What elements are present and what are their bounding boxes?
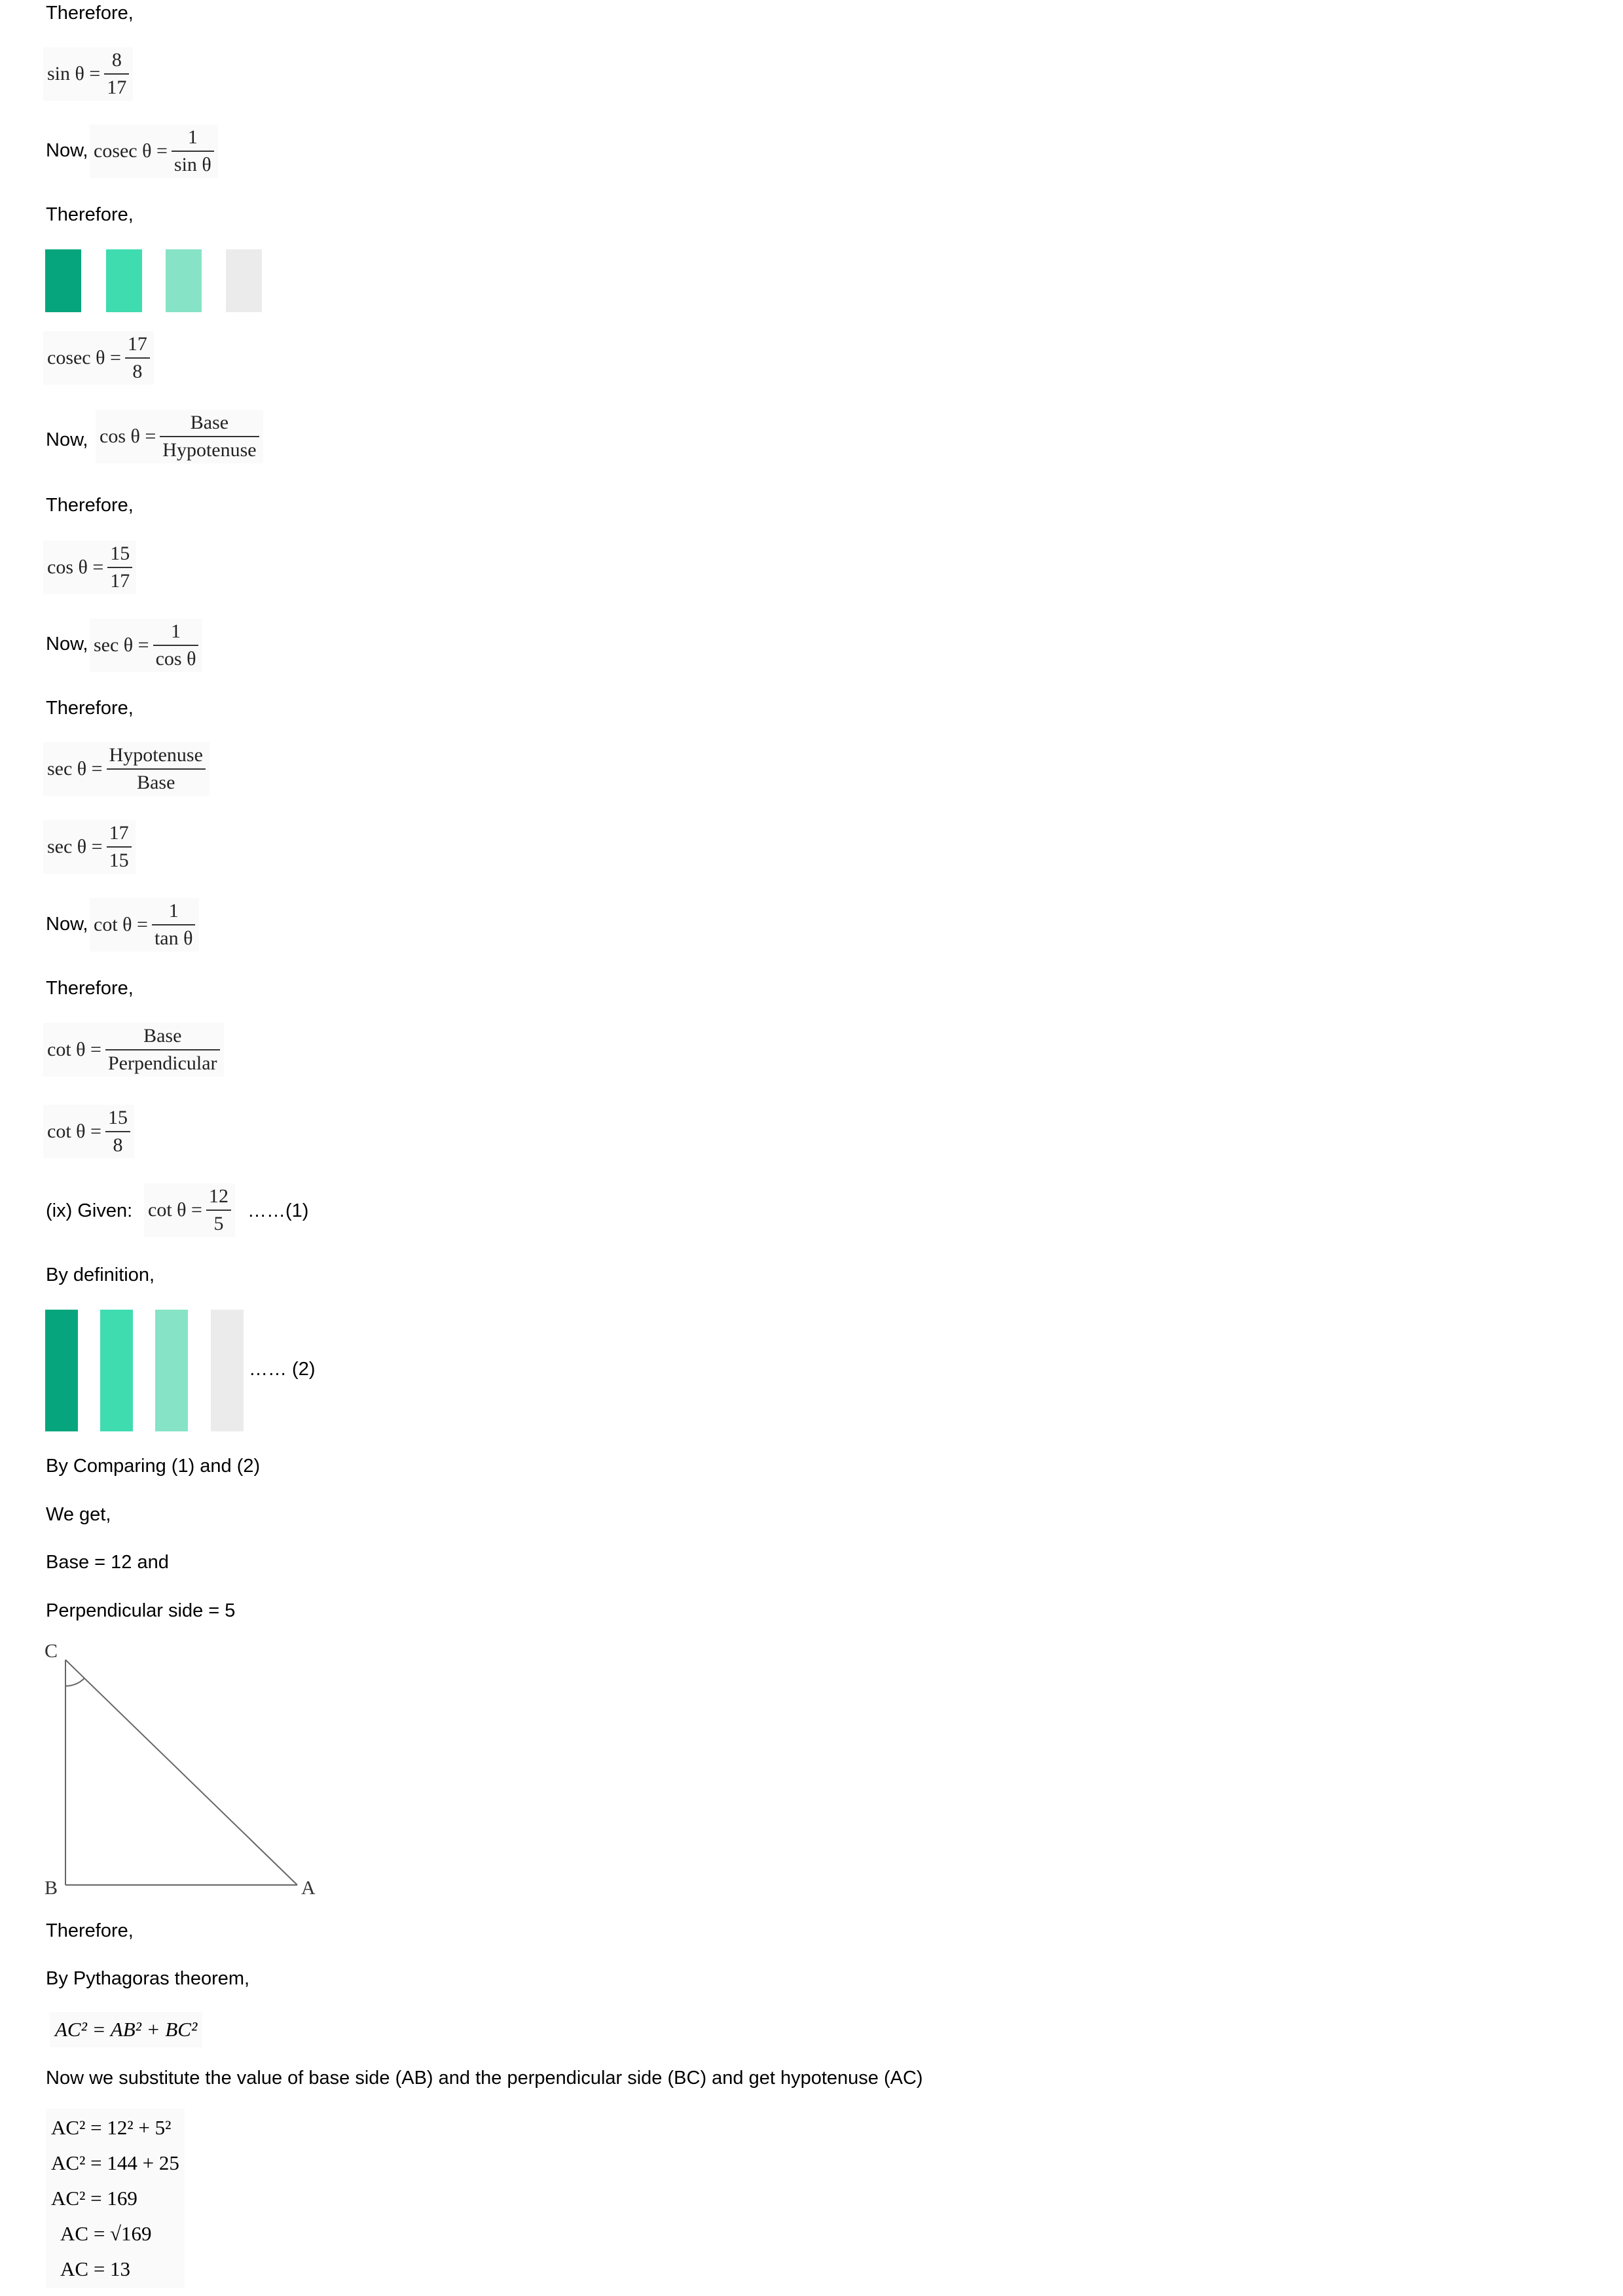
equation-cos: cos θ = 15 17 xyxy=(43,541,137,594)
equation-step: AC² = 12² + 5² xyxy=(51,2116,172,2139)
equation-lhs: cot θ = xyxy=(47,1039,101,1060)
fraction-numerator: Hypotenuse xyxy=(109,744,203,766)
fraction-numerator: 1 xyxy=(168,900,179,922)
text-therefore: Therefore, xyxy=(46,978,134,999)
color-bar xyxy=(155,1310,188,1431)
equation-sec-definition: sec θ = 1 cos θ xyxy=(90,619,203,672)
text-base: Base = 12 and xyxy=(46,1552,169,1573)
equation-cosec-definition: cosec θ = 1 sin θ xyxy=(90,124,218,178)
text-we-get: We get, xyxy=(46,1504,111,1525)
equation-pythagoras: AC² = AB² + BC² xyxy=(50,2012,203,2047)
equation-cos-definition: cos θ = Base Hypotenuse xyxy=(96,410,263,463)
equation-lhs: cosec θ = xyxy=(47,347,121,368)
equation-step: AC² = 169 xyxy=(51,2187,137,2210)
equation-number: ……(1) xyxy=(247,1200,309,1221)
equation-lhs: cosec θ = xyxy=(94,140,168,162)
equation-given: cot θ = 12 5 xyxy=(144,1183,235,1237)
text-now: Now, xyxy=(46,634,88,655)
fraction-numerator: 15 xyxy=(110,543,130,564)
color-bar xyxy=(45,249,81,312)
fraction-numerator: 1 xyxy=(171,620,181,642)
fraction-numerator: 8 xyxy=(111,49,122,71)
angle-arc xyxy=(65,1677,85,1687)
fraction-numerator: 1 xyxy=(187,126,198,148)
color-bar xyxy=(106,249,142,312)
color-bar xyxy=(211,1310,244,1431)
equation-step: AC = √169 xyxy=(60,2222,152,2245)
fraction-denominator: 8 xyxy=(105,1131,130,1156)
fraction-numerator: 15 xyxy=(107,1107,128,1128)
text-given: (ix) Given: xyxy=(46,1200,133,1221)
equation-lhs: cot θ = xyxy=(94,914,148,935)
text-by-definition: By definition, xyxy=(46,1265,155,1285)
vertex-label-b: B xyxy=(45,1877,58,1899)
equation-cot-ratio: cot θ = Base Perpendicular xyxy=(43,1023,224,1077)
equation-number: …… (2) xyxy=(249,1359,316,1380)
equation-step: AC = 13 xyxy=(60,2257,131,2280)
equation-lhs: sec θ = xyxy=(47,836,103,857)
text-therefore: Therefore, xyxy=(46,3,134,24)
text-pythagoras: By Pythagoras theorem, xyxy=(46,1968,250,1989)
equation-lhs: cos θ = xyxy=(47,556,104,578)
vertex-label-a: A xyxy=(301,1877,316,1899)
fraction-denominator: sin θ xyxy=(171,151,214,175)
fraction-denominator: tan θ xyxy=(151,924,196,949)
fraction-numerator: Base xyxy=(143,1025,182,1047)
equation-lhs: sec θ = xyxy=(47,758,103,780)
equation-step: AC² = 144 + 25 xyxy=(51,2151,179,2174)
fraction-denominator: 15 xyxy=(106,846,132,871)
equation-lhs: cos θ = xyxy=(100,425,156,447)
fraction-denominator: 5 xyxy=(206,1210,231,1234)
equation-lhs: cot θ = xyxy=(47,1121,101,1142)
equation-sec: sec θ = 17 15 xyxy=(43,820,136,874)
side-ca xyxy=(65,1659,298,1886)
fraction-numerator: Base xyxy=(190,412,229,433)
text-substitute: Now we substitute the value of base side… xyxy=(46,2068,923,2089)
equation-lhs: cot θ = xyxy=(148,1199,202,1221)
equation-cot: cot θ = 15 8 xyxy=(43,1105,134,1158)
fraction-denominator: 17 xyxy=(104,73,130,98)
fraction-denominator: Hypotenuse xyxy=(160,436,259,461)
color-bar xyxy=(166,249,202,312)
fraction-denominator: 17 xyxy=(107,567,133,592)
color-bar xyxy=(45,1310,78,1431)
text-therefore: Therefore, xyxy=(46,698,134,719)
text-now: Now, xyxy=(46,140,88,161)
text-therefore: Therefore, xyxy=(46,1920,134,1941)
equation-steps: AC² = 12² + 5² AC² = 144 + 25 AC² = 169 … xyxy=(46,2109,185,2288)
fraction-denominator: Perpendicular xyxy=(105,1049,220,1074)
text-therefore: Therefore, xyxy=(46,495,134,516)
text-perpendicular: Perpendicular side = 5 xyxy=(46,1600,236,1621)
equation-lhs: sin θ = xyxy=(47,63,101,84)
fraction-numerator: 12 xyxy=(208,1185,228,1207)
fraction-numerator: 17 xyxy=(127,333,147,355)
equation-sec-ratio: sec θ = Hypotenuse Base xyxy=(43,742,210,796)
color-bar xyxy=(226,249,262,312)
fraction-denominator: cos θ xyxy=(153,645,199,670)
text-now: Now, xyxy=(46,914,88,935)
fraction-denominator: 8 xyxy=(124,357,150,382)
equation-sin: sin θ = 8 17 xyxy=(43,47,134,101)
equation-cot-definition: cot θ = 1 tan θ xyxy=(90,898,200,952)
color-bar xyxy=(100,1310,133,1431)
equation-lhs: sec θ = xyxy=(94,634,149,656)
right-triangle-diagram: C B A xyxy=(45,1640,316,1899)
vertex-label-c: C xyxy=(45,1640,58,1662)
fraction-denominator: Base xyxy=(106,768,206,793)
equation-cosec: cosec θ = 17 8 xyxy=(43,331,154,385)
text-comparing: By Comparing (1) and (2) xyxy=(46,1456,261,1477)
text-now: Now, xyxy=(46,429,88,450)
fraction-numerator: 17 xyxy=(109,822,129,844)
text-therefore: Therefore, xyxy=(46,204,134,225)
